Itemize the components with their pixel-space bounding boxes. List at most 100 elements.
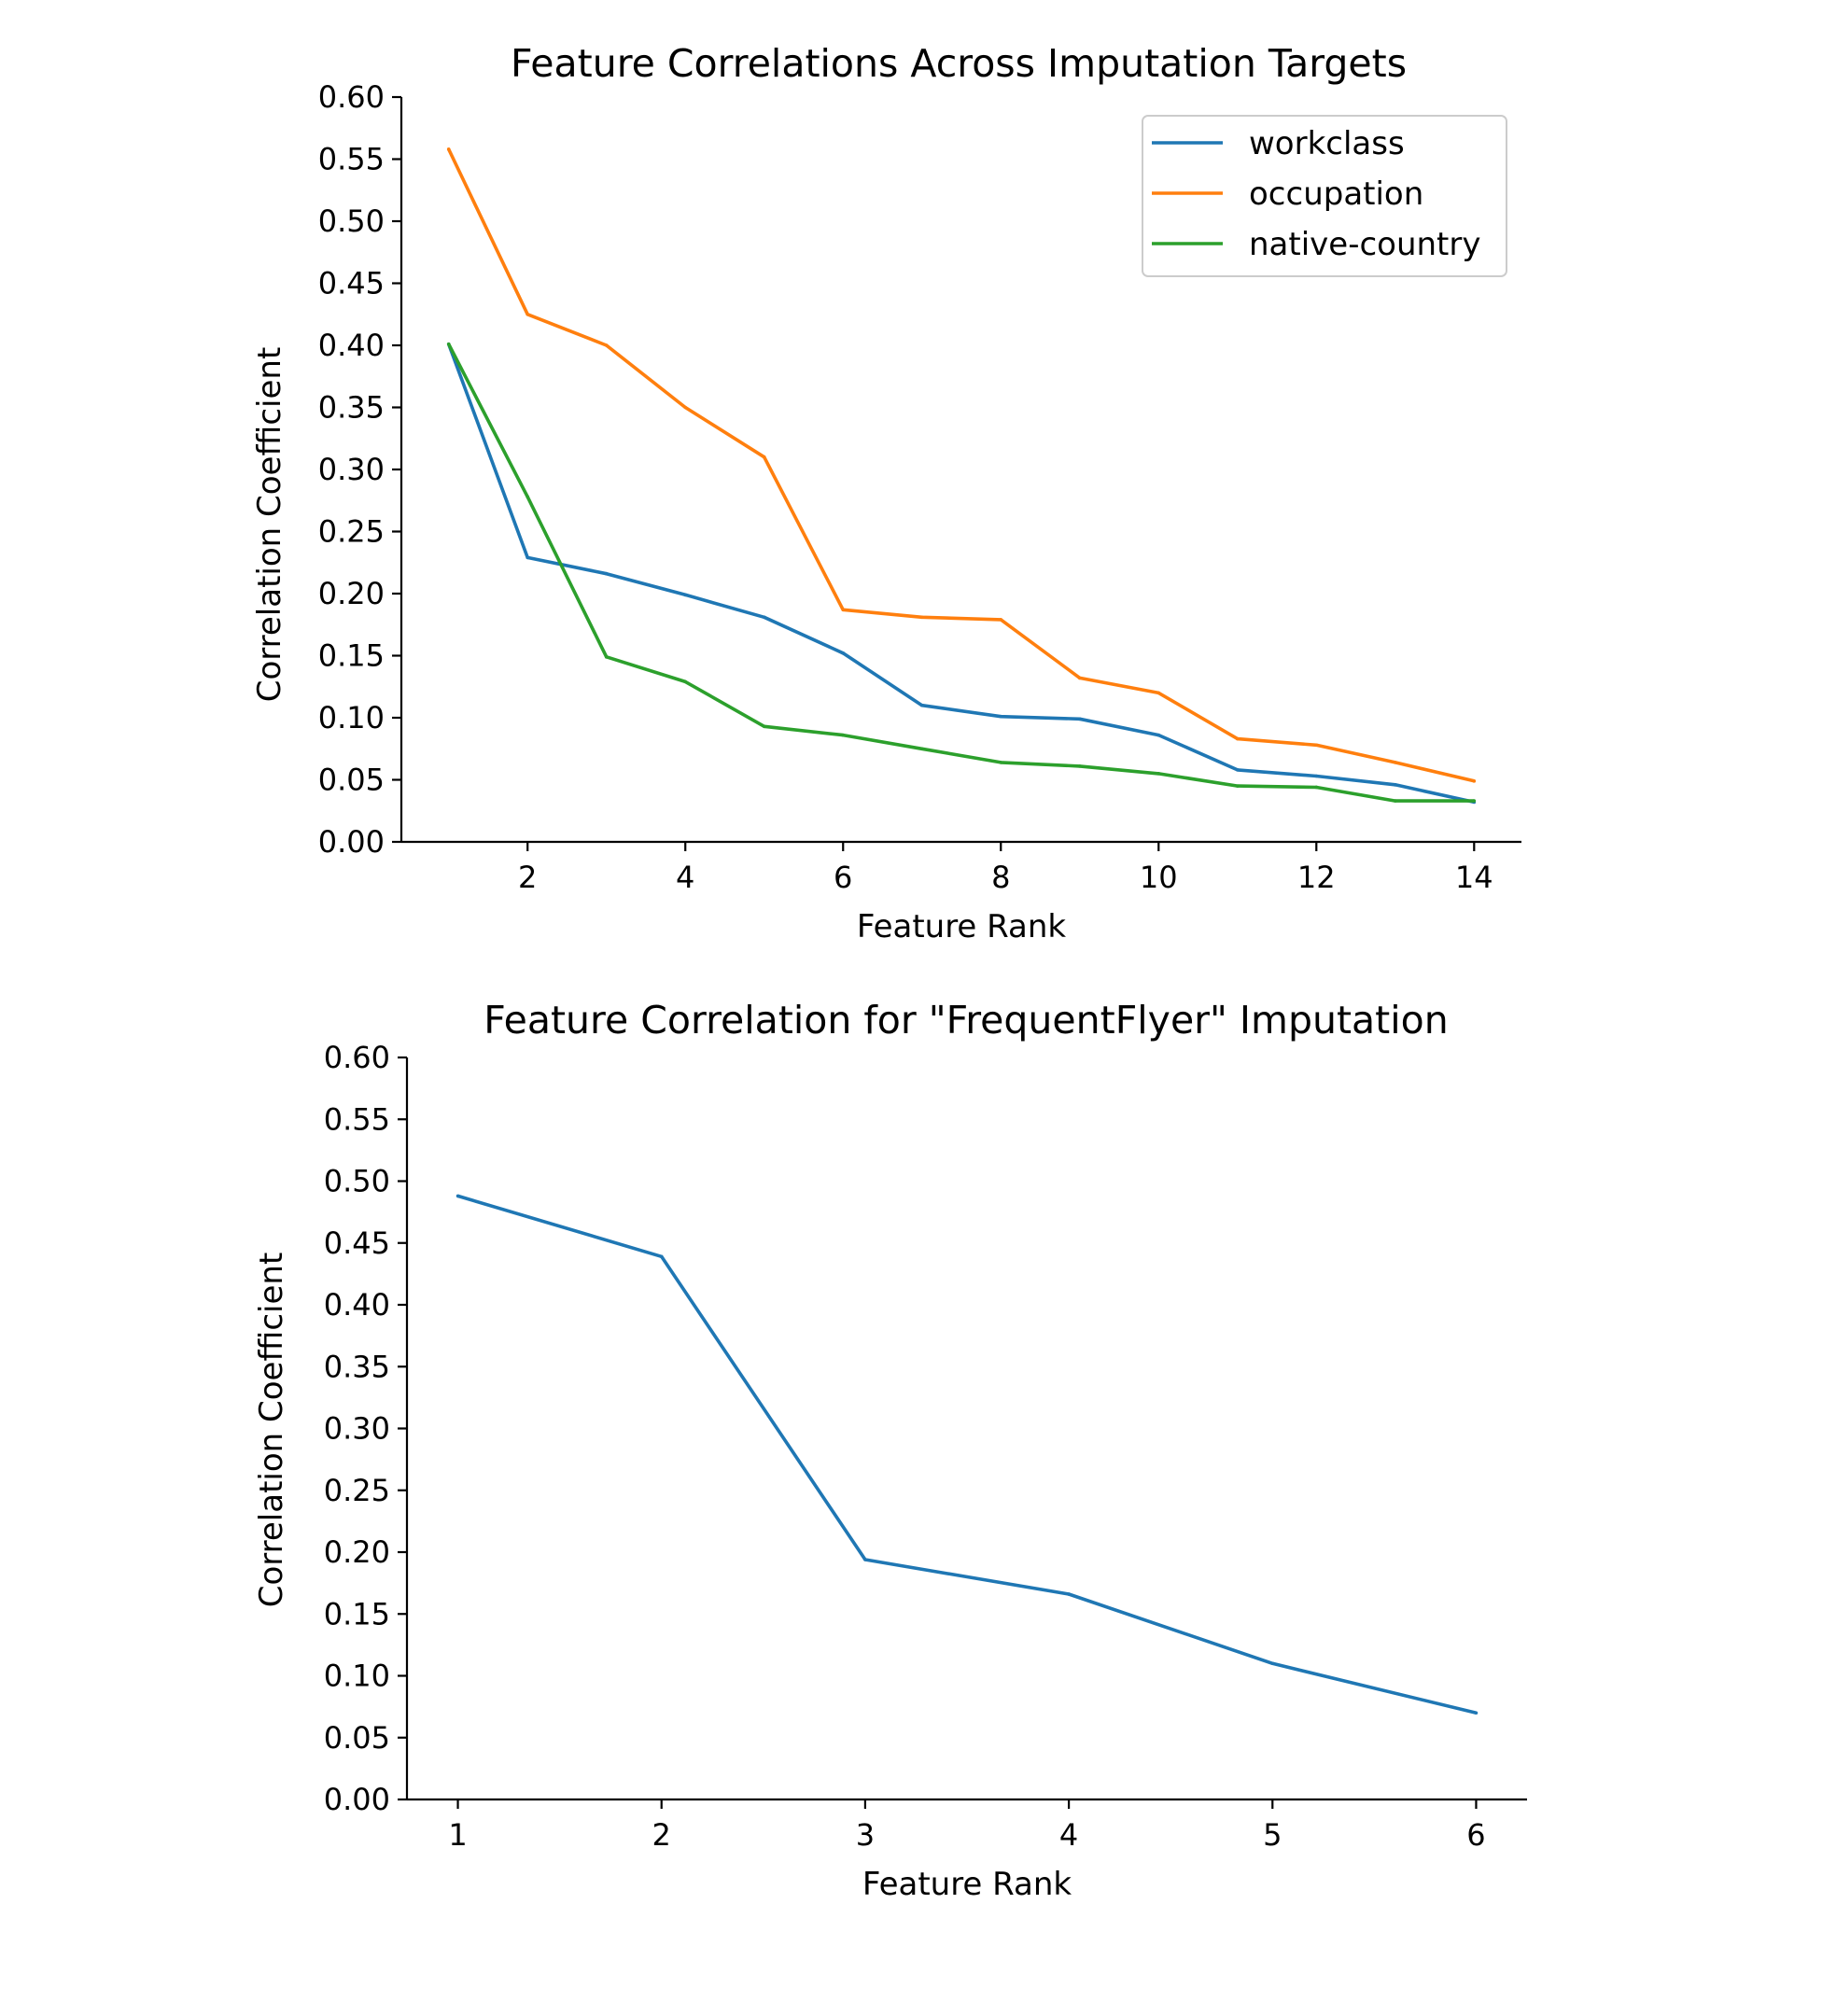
x-tick-label: 4 — [1059, 1817, 1078, 1853]
data-point-workclass — [683, 593, 688, 597]
y-tick-label: 0.15 — [324, 1596, 390, 1631]
x-tick-label: 10 — [1140, 860, 1178, 895]
chart-title: Feature Correlation for "FrequentFlyer" … — [484, 998, 1448, 1043]
data-point-occupation — [1077, 676, 1082, 680]
y-tick-label: 0.45 — [318, 266, 385, 301]
y-tick-label: 0.55 — [318, 142, 385, 177]
y-tick-label: 0.30 — [318, 452, 385, 487]
data-point-series-1 — [1474, 1711, 1479, 1715]
x-tick-label: 3 — [856, 1817, 875, 1853]
series-line-workclass — [447, 343, 1475, 805]
data-point-occupation — [1393, 761, 1397, 764]
data-point-occupation — [446, 147, 451, 151]
frequentflyer-chart: Feature Correlation for "FrequentFlyer" … — [253, 998, 1527, 1903]
x-tick-label: 5 — [1263, 1817, 1282, 1853]
x-axis-label: Feature Rank — [857, 908, 1067, 945]
legend-label-workclass: workclass — [1249, 125, 1405, 162]
legend: workclass occupation native-country — [1142, 115, 1507, 277]
data-point-native-country — [446, 342, 451, 346]
series-line-occupation — [447, 148, 1475, 783]
x-tick-label: 4 — [676, 860, 694, 895]
x-tick-label: 2 — [518, 860, 537, 895]
y-tick-label: 0.50 — [318, 203, 385, 239]
y-tick-label: 0.60 — [324, 1040, 390, 1075]
data-point-occupation — [841, 608, 846, 612]
series-line-native-country — [447, 343, 1475, 803]
chart-title: Feature Correlations Across Imputation T… — [511, 41, 1407, 86]
data-point-series-1 — [659, 1254, 664, 1259]
data-point-native-country — [1156, 772, 1161, 776]
legend-label-occupation: occupation — [1249, 175, 1423, 213]
x-tick-label: 1 — [448, 1817, 467, 1853]
data-point-native-country — [919, 747, 924, 751]
y-axis-label: Correlation Coefficient — [251, 347, 288, 703]
data-point-workclass — [1077, 717, 1082, 721]
correlations-chart: Feature Correlations Across Imputation T… — [251, 41, 1521, 945]
x-tick-label: 6 — [834, 860, 852, 895]
data-point-occupation — [762, 455, 766, 459]
x-tick-label: 2 — [652, 1817, 671, 1853]
x-axis-label: Feature Rank — [862, 1866, 1072, 1903]
y-tick-label: 0.50 — [324, 1164, 390, 1199]
y-tick-label: 0.45 — [324, 1225, 390, 1261]
y-tick-label: 0.10 — [318, 700, 385, 735]
y-tick-label: 0.20 — [324, 1534, 390, 1570]
y-tick-label: 0.10 — [324, 1659, 390, 1694]
y-tick-label: 0.00 — [324, 1782, 390, 1817]
y-tick-label: 0.40 — [324, 1287, 390, 1323]
y-tick-label: 0.05 — [318, 763, 385, 798]
data-point-workclass — [1314, 774, 1319, 778]
data-point-occupation — [1156, 691, 1161, 695]
x-tick-label: 14 — [1455, 860, 1493, 895]
x-tick-label: 8 — [991, 860, 1010, 895]
data-point-native-country — [1235, 784, 1240, 788]
data-point-workclass — [762, 615, 766, 620]
y-tick-label: 0.25 — [324, 1473, 390, 1508]
data-point-workclass — [919, 703, 924, 707]
x-tick-label: 12 — [1297, 860, 1336, 895]
y-tick-label: 0.35 — [318, 390, 385, 426]
data-point-native-country — [1314, 785, 1319, 790]
series-line-series-1 — [456, 1194, 1477, 1715]
data-point-native-country — [683, 679, 688, 684]
data-point-series-1 — [1067, 1592, 1071, 1596]
data-point-workclass — [604, 571, 609, 576]
y-tick-label: 0.55 — [324, 1101, 390, 1137]
data-point-occupation — [604, 343, 609, 347]
legend-frame — [1142, 115, 1507, 277]
y-axis-ticks: 0.00 0.05 0.10 0.15 0.20 0.25 0.30 0.35 0.40 0.45… — [318, 79, 401, 860]
data-point-native-country — [999, 761, 1003, 764]
x-axis-ticks: 2 4 6 8 10 12 14 — [518, 842, 1493, 895]
data-point-native-country — [762, 724, 766, 729]
data-point-occupation — [1235, 736, 1240, 741]
x-axis-ticks: 1 2 3 4 5 6 — [448, 1799, 1486, 1853]
y-tick-label: 0.40 — [318, 328, 385, 363]
y-axis-ticks: 0.00 0.05 0.10 0.15 0.20 0.25 0.30 0.35 0.40 0.45… — [324, 1040, 407, 1817]
series-layer — [446, 147, 1477, 805]
data-point-workclass — [999, 714, 1003, 719]
data-point-occupation — [999, 618, 1003, 622]
data-point-native-country — [1393, 799, 1397, 803]
x-tick-label: 6 — [1466, 1817, 1485, 1853]
y-tick-label: 0.15 — [318, 638, 385, 674]
data-point-workclass — [1235, 768, 1240, 772]
data-point-native-country — [1077, 764, 1082, 768]
data-point-occupation — [1314, 743, 1319, 748]
data-point-series-1 — [1270, 1661, 1275, 1666]
data-point-series-1 — [863, 1558, 867, 1561]
y-tick-label: 0.60 — [318, 79, 385, 115]
y-tick-label: 0.35 — [324, 1349, 390, 1384]
legend-label-native-country: native-country — [1249, 226, 1481, 263]
y-tick-label: 0.30 — [324, 1411, 390, 1447]
data-point-occupation — [683, 405, 688, 410]
data-point-occupation — [1472, 779, 1477, 783]
data-point-workclass — [1393, 783, 1397, 787]
data-point-native-country — [604, 655, 609, 659]
y-axis-label: Correlation Coefficient — [253, 1253, 290, 1608]
data-point-occupation — [919, 615, 924, 620]
data-point-series-1 — [456, 1194, 460, 1198]
data-point-workclass — [841, 651, 846, 655]
data-point-occupation — [526, 312, 530, 316]
